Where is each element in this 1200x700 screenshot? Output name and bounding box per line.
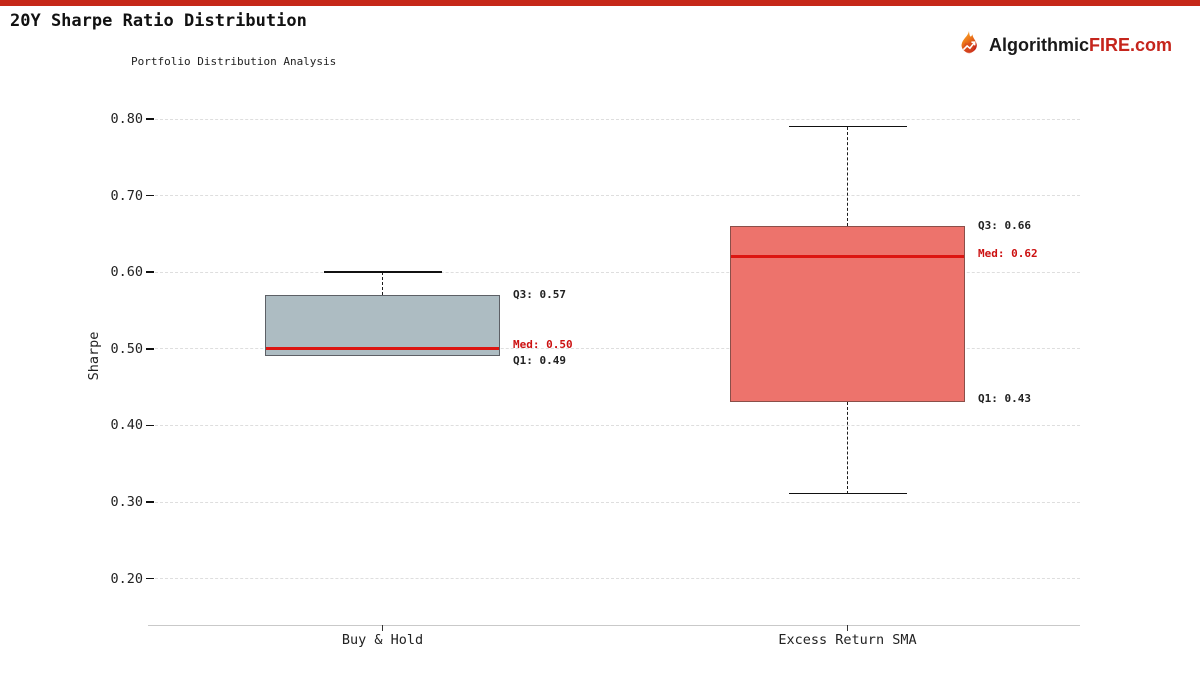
lower-whisker-excess-return-sma <box>846 402 848 495</box>
x-axis-line <box>148 625 1080 626</box>
x-tick-label-buy-hold: Buy & Hold <box>341 632 424 648</box>
brand-text-suffix: .com <box>1129 34 1172 55</box>
upper-whisker-buy-hold <box>381 272 383 296</box>
y-tick-label: 0.70 <box>110 187 143 204</box>
brand-text-dark: Algorithmic <box>988 34 1089 55</box>
y-gridline <box>155 271 1080 273</box>
y-tick-mark <box>146 424 154 427</box>
median-line-buy-hold <box>266 347 499 351</box>
upper-whisker-excess-return-sma <box>846 126 848 227</box>
x-tick-label-excess-return-sma: Excess Return SMA <box>778 632 917 648</box>
box-buy-hold <box>265 295 500 357</box>
brand-logo: AlgorithmicFIRE.com <box>954 30 1172 60</box>
annotation-q1-excess-return-sma: Q1: 0.43 <box>978 392 1031 406</box>
y-tick-mark <box>146 194 154 197</box>
upper-whisker-cap-excess-return-sma <box>788 125 907 128</box>
x-tick-mark-buy-hold <box>381 625 384 631</box>
annotation-median-buy-hold: Med: 0.50 <box>513 337 573 351</box>
y-tick-mark <box>146 348 154 350</box>
y-tick-mark <box>146 501 154 503</box>
y-gridline <box>155 501 1080 503</box>
x-tick-mark-excess-return-sma <box>846 625 849 631</box>
y-gridline <box>155 118 1080 120</box>
y-tick-label: 0.30 <box>110 494 143 510</box>
median-line-excess-return-sma <box>731 255 964 259</box>
y-tick-label: 0.40 <box>110 417 143 434</box>
brand-text: AlgorithmicFIRE.com <box>989 35 1172 56</box>
y-gridline <box>155 578 1080 580</box>
y-tick-mark <box>146 577 154 580</box>
y-tick-label: 0.80 <box>110 111 143 127</box>
box-excess-return-sma <box>730 226 965 403</box>
chart-title: 20Y Sharpe Ratio Distribution <box>10 11 307 31</box>
brand-text-red: FIRE <box>1088 34 1130 55</box>
y-tick-mark <box>146 118 154 120</box>
y-tick-label: 0.60 <box>110 264 143 281</box>
y-gridline <box>155 195 1080 197</box>
chart-subtitle: Portfolio Distribution Analysis <box>131 55 337 68</box>
y-gridline <box>155 348 1080 350</box>
y-gridline <box>155 424 1080 426</box>
annotation-median-excess-return-sma: Med: 0.62 <box>978 246 1038 260</box>
upper-whisker-cap-buy-hold <box>323 271 442 273</box>
flame-icon <box>954 30 984 60</box>
top-accent-bar <box>0 0 1200 6</box>
y-tick-label: 0.50 <box>110 340 143 357</box>
lower-whisker-cap-excess-return-sma <box>788 492 907 495</box>
y-tick-label: 0.20 <box>110 570 143 587</box>
y-tick-mark <box>146 271 154 273</box>
annotation-q3-buy-hold: Q3: 0.57 <box>513 288 566 302</box>
annotation-q1-buy-hold: Q1: 0.49 <box>513 354 566 368</box>
annotation-q3-excess-return-sma: Q3: 0.66 <box>978 219 1031 233</box>
